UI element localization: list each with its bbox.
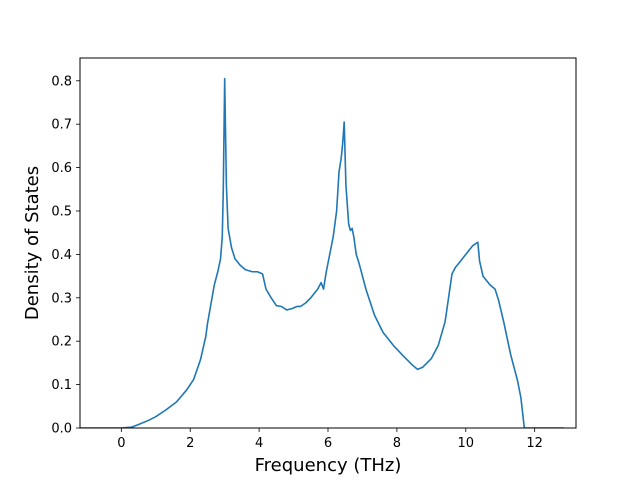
y-tick-label: 0.4 xyxy=(51,248,72,263)
x-tick-label: 4 xyxy=(255,436,263,451)
series-line-0 xyxy=(80,77,564,428)
plot-area xyxy=(80,77,564,428)
y-tick-label: 0.2 xyxy=(51,335,72,350)
x-axis-label: Frequency (THz) xyxy=(255,455,402,476)
y-tick-label: 0.1 xyxy=(51,378,72,393)
y-tick-label: 0.8 xyxy=(51,74,72,89)
x-tick-label: 0 xyxy=(117,436,125,451)
y-axis-label: Density of States xyxy=(22,166,43,320)
y-tick-label: 0.0 xyxy=(51,422,72,437)
x-tick-label: 6 xyxy=(324,436,332,451)
x-tick-label: 8 xyxy=(393,436,401,451)
axis-ticks: 0 2 4 6 8 10 12 0.0 0.1 0.2 0.3 0.4 0.5 0.6 0.7 0.8 xyxy=(51,74,543,451)
y-tick-label: 0.6 xyxy=(51,161,72,176)
x-tick-label: 10 xyxy=(458,436,475,451)
x-tick-label: 2 xyxy=(186,436,194,451)
plot-frame xyxy=(79,57,577,429)
y-tick-label: 0.5 xyxy=(51,204,72,219)
y-tick-label: 0.7 xyxy=(51,118,72,133)
x-tick-label: 12 xyxy=(526,436,543,451)
y-tick-label: 0.3 xyxy=(51,291,72,306)
